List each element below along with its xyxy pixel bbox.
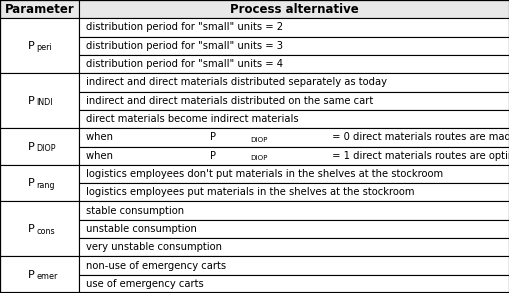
Bar [79, 55, 509, 73]
Text: unstable consumption: unstable consumption [86, 224, 196, 234]
Bar [79, 91, 509, 110]
Text: when: when [86, 151, 116, 161]
Text: very unstable consumption: very unstable consumption [86, 242, 221, 252]
Text: DIOP: DIOP [37, 144, 56, 153]
Bar [79, 256, 509, 275]
Text: indirect and direct materials distributed separately as today: indirect and direct materials distribute… [86, 77, 386, 87]
Bar [79, 37, 509, 55]
Bar [0, 201, 79, 256]
Bar [79, 275, 509, 293]
Text: P: P [27, 178, 35, 188]
Text: P: P [27, 96, 35, 106]
Text: peri: peri [37, 43, 52, 52]
Bar [79, 110, 509, 128]
Text: DIOP: DIOP [249, 155, 267, 161]
Text: when: when [86, 132, 116, 142]
Text: rang: rang [37, 181, 55, 190]
Text: direct materials become indirect materials: direct materials become indirect materia… [86, 114, 298, 124]
Bar [79, 128, 509, 146]
Text: logistics employees put materials in the shelves at the stockroom: logistics employees put materials in the… [86, 187, 414, 197]
Text: INDI: INDI [37, 98, 53, 108]
Text: non-use of emergency carts: non-use of emergency carts [86, 260, 225, 270]
Text: logistics employees don't put materials in the shelves at the stockroom: logistics employees don't put materials … [86, 169, 442, 179]
Bar [79, 73, 509, 91]
Text: Process alternative: Process alternative [230, 3, 358, 16]
Bar [79, 183, 509, 201]
Text: indirect and direct materials distributed on the same cart: indirect and direct materials distribute… [86, 96, 373, 106]
Text: emer: emer [37, 272, 58, 281]
Text: use of emergency carts: use of emergency carts [86, 279, 204, 289]
Bar [79, 238, 509, 256]
Text: Parameter: Parameter [5, 3, 74, 16]
Bar [79, 18, 509, 37]
Text: P: P [27, 270, 35, 280]
Text: P: P [210, 132, 216, 142]
Bar [0, 73, 79, 128]
Bar [79, 146, 509, 165]
Text: distribution period for "small" units = 4: distribution period for "small" units = … [86, 59, 282, 69]
Text: = 0 direct materials routes are made randomly: = 0 direct materials routes are made ran… [328, 132, 509, 142]
Bar [0, 18, 79, 73]
Text: = 1 direct materials routes are optimized: = 1 direct materials routes are optimize… [328, 151, 509, 161]
Text: stable consumption: stable consumption [86, 206, 184, 216]
Bar [79, 165, 509, 183]
Text: P: P [27, 142, 35, 151]
Bar [79, 220, 509, 238]
Bar [79, 201, 509, 220]
Text: cons: cons [37, 226, 55, 236]
Bar [0, 256, 79, 293]
Text: P: P [27, 224, 35, 234]
Text: distribution period for "small" units = 2: distribution period for "small" units = … [86, 23, 282, 33]
Text: distribution period for "small" units = 3: distribution period for "small" units = … [86, 41, 282, 51]
Bar [0, 165, 79, 201]
Text: P: P [210, 151, 216, 161]
Bar [79, 0, 509, 18]
Text: DIOP: DIOP [249, 137, 267, 142]
Bar [0, 0, 79, 18]
Bar [0, 128, 79, 165]
Text: P: P [27, 41, 35, 51]
